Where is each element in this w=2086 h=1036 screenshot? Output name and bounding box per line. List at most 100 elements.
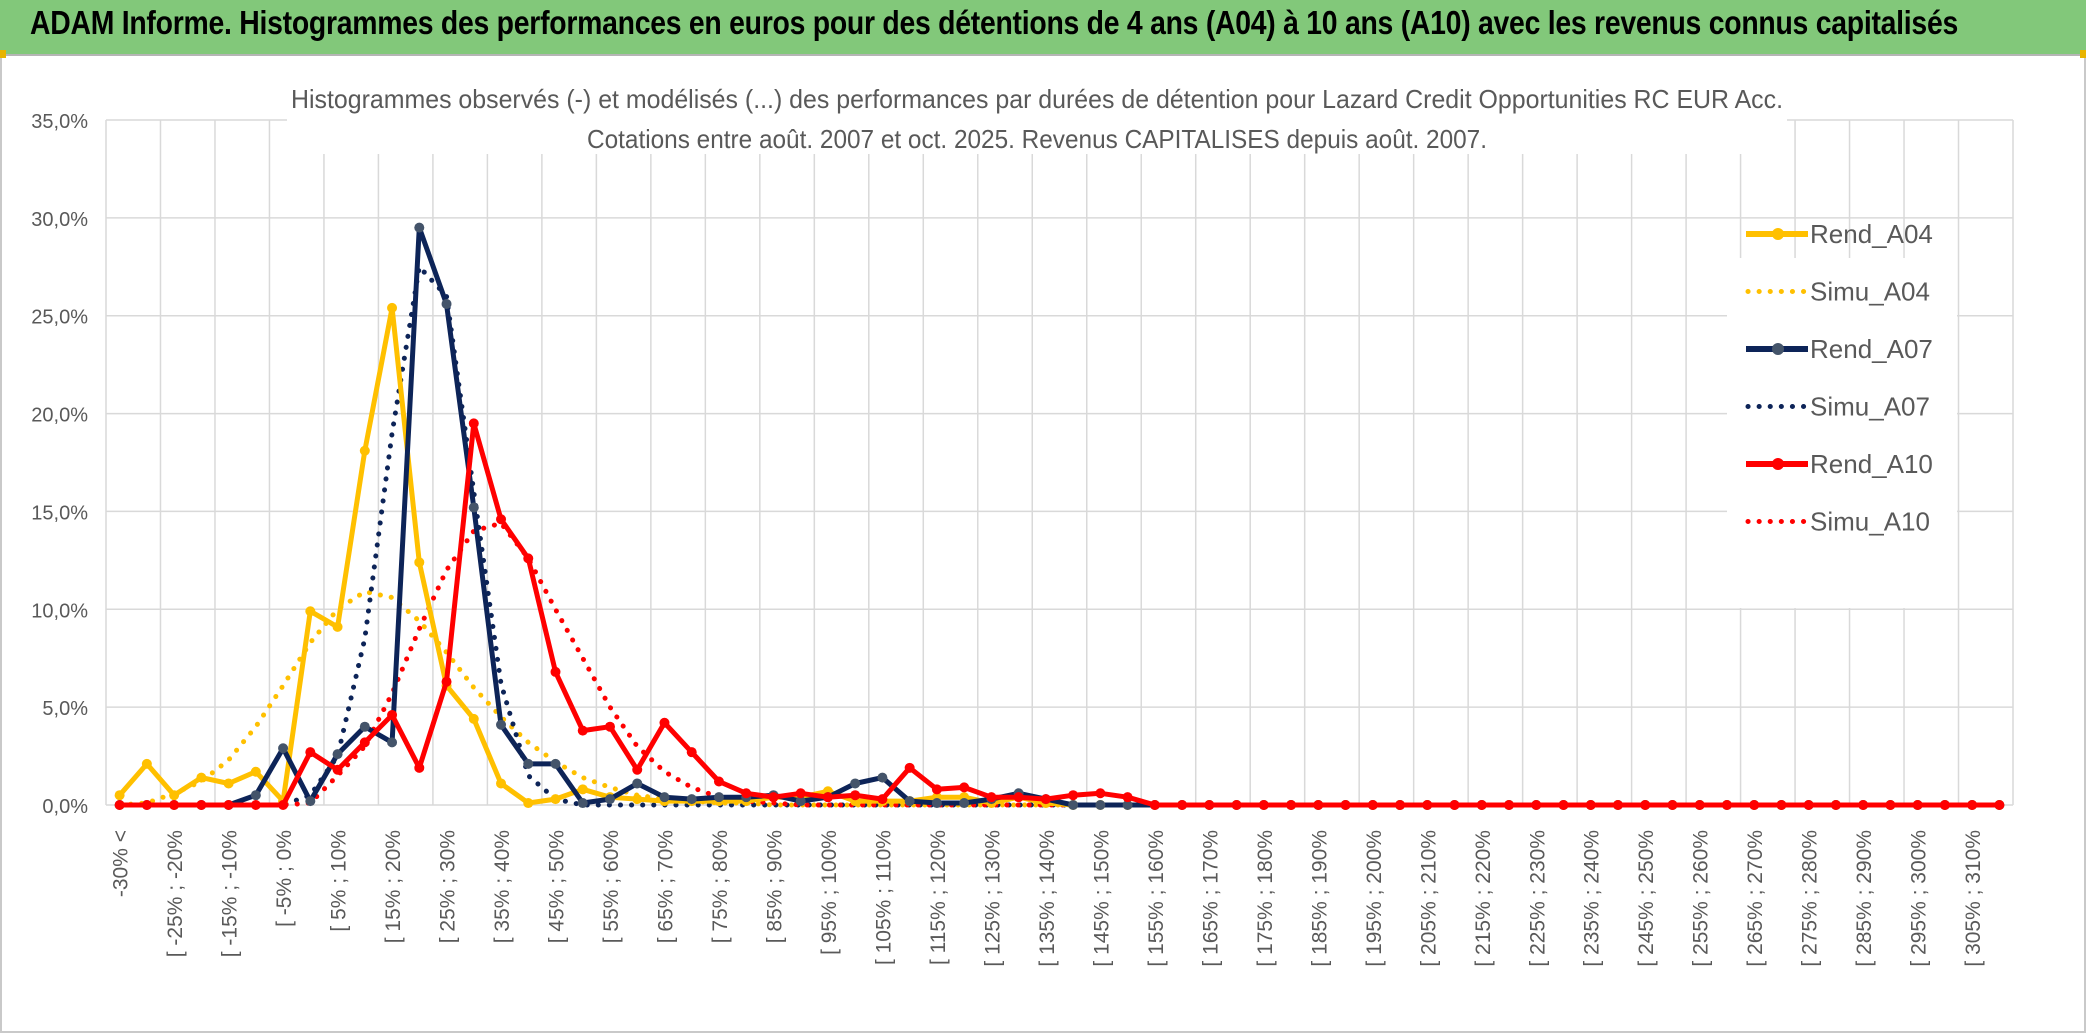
data-point [577, 725, 588, 736]
data-point [414, 762, 425, 773]
report-header: ADAM Informe. Histogrammes des performan… [0, 0, 2086, 56]
data-point [577, 798, 588, 809]
data-point [659, 717, 670, 728]
x-tick-label: [ 125% ; 130% [981, 830, 1004, 967]
data-point [877, 772, 888, 783]
x-tick-label: [ 115% ; 120% [927, 830, 950, 965]
data-point [713, 792, 724, 803]
data-point [1858, 800, 1869, 810]
x-tick-label: [ 5% ; 10% [328, 830, 351, 932]
data-point [1340, 800, 1351, 810]
data-point [768, 792, 779, 803]
data-point [1231, 800, 1242, 810]
data-point [468, 502, 479, 513]
data-point [632, 778, 643, 789]
x-tick-label: [ 295% ; 300% [1908, 830, 1931, 967]
data-point [659, 792, 670, 803]
x-tick-label: [ 215% ; 220% [1472, 830, 1495, 967]
x-tick-label: [ 245% ; 250% [1635, 830, 1658, 967]
y-tick-label: 15,0% [31, 502, 88, 524]
series-line [119, 225, 2000, 808]
series-line [117, 589, 2002, 808]
data-point [550, 666, 561, 677]
legend-entry-Rend_A04: Rend_A04 [1746, 219, 1933, 249]
y-tick-label: 25,0% [31, 307, 88, 329]
data-point [632, 764, 643, 775]
data-point [795, 796, 806, 807]
data-point [169, 790, 180, 801]
data-point [1177, 800, 1188, 810]
data-point [223, 778, 234, 789]
performance-histogram-chart: 0,0% 5,0% 10,0% 15,0% 20,0% 25,0% 30,0% 35,0% -… [31, 72, 2014, 967]
data-point [550, 794, 561, 805]
data-point [1912, 800, 1923, 810]
data-point [523, 758, 534, 769]
data-point [1449, 800, 1460, 810]
y-axis-ticks: 0,0% 5,0% 10,0% 15,0% 20,0% 25,0% 30,0% 35,0% [31, 111, 88, 818]
x-tick-label: [ 85% ; 90% [763, 830, 786, 943]
y-tick-label: 35,0% [31, 111, 88, 133]
data-point [1313, 800, 1324, 810]
data-point [1122, 792, 1133, 803]
y-tick-label: 10,0% [31, 600, 88, 622]
data-point [441, 298, 452, 309]
data-point [1585, 800, 1596, 810]
x-tick-label: [ 155% ; 160% [1145, 830, 1168, 967]
x-axis-ticks: -30% < [ -25% ; -20% [ -15% ; -10% [ -5% ; … [110, 830, 1986, 967]
data-point [1204, 800, 1215, 810]
corner-mark-right [2080, 50, 2086, 58]
data-point [223, 800, 234, 810]
series-lines [114, 222, 2005, 810]
data-point [387, 709, 398, 720]
data-point [114, 790, 125, 801]
data-point [1531, 800, 1542, 810]
data-point [632, 794, 643, 805]
legend-label: Simu_A07 [1810, 392, 1930, 422]
data-point [1068, 800, 1079, 810]
legend-entry-Simu_A04: Simu_A04 [1745, 277, 1930, 307]
x-tick-label: [ 265% ; 270% [1744, 830, 1767, 967]
data-point [1068, 790, 1079, 801]
data-point [1939, 800, 1950, 810]
data-point [577, 784, 588, 795]
data-point [877, 794, 888, 805]
data-point [1885, 800, 1896, 810]
x-tick-label: [ 285% ; 290% [1853, 830, 1876, 967]
data-point [959, 798, 970, 809]
y-tick-label: 0,0% [42, 796, 88, 818]
data-point [1095, 800, 1106, 810]
data-point [1803, 800, 1814, 810]
data-point [795, 788, 806, 799]
data-point [196, 800, 207, 810]
data-point [822, 792, 833, 803]
data-point [468, 418, 479, 429]
data-point [468, 713, 479, 724]
y-tick-label: 5,0% [42, 698, 88, 720]
title-backdrop [287, 72, 1787, 154]
data-point [1504, 800, 1515, 810]
data-point [1994, 800, 2005, 810]
data-point [1095, 788, 1106, 799]
x-tick-label: [ 275% ; 280% [1799, 830, 1822, 967]
data-point [250, 800, 261, 810]
data-point [931, 784, 942, 795]
data-point [387, 737, 398, 748]
x-tick-label: [ 205% ; 210% [1417, 830, 1440, 967]
data-point [332, 749, 343, 760]
x-tick-label: [ 135% ; 140% [1036, 830, 1059, 967]
x-tick-label: [ 75% ; 80% [709, 830, 732, 943]
data-point [1286, 800, 1297, 810]
data-point [1749, 800, 1760, 810]
data-point [959, 782, 970, 793]
data-point [169, 800, 180, 810]
x-tick-label: [ 35% ; 40% [491, 830, 514, 943]
x-tick-label: [ 175% ; 180% [1254, 830, 1277, 967]
data-point [496, 514, 507, 525]
legend-entry-Rend_A10: Rend_A10 [1746, 449, 1933, 479]
series-Rend_A04 [114, 302, 2005, 810]
x-tick-label: [ 165% ; 170% [1199, 830, 1222, 967]
data-point [713, 776, 724, 787]
x-tick-label: [ 95% ; 100% [818, 830, 841, 955]
report-title: ADAM Informe. Histogrammes des performan… [30, 4, 1959, 41]
data-point [250, 790, 261, 801]
